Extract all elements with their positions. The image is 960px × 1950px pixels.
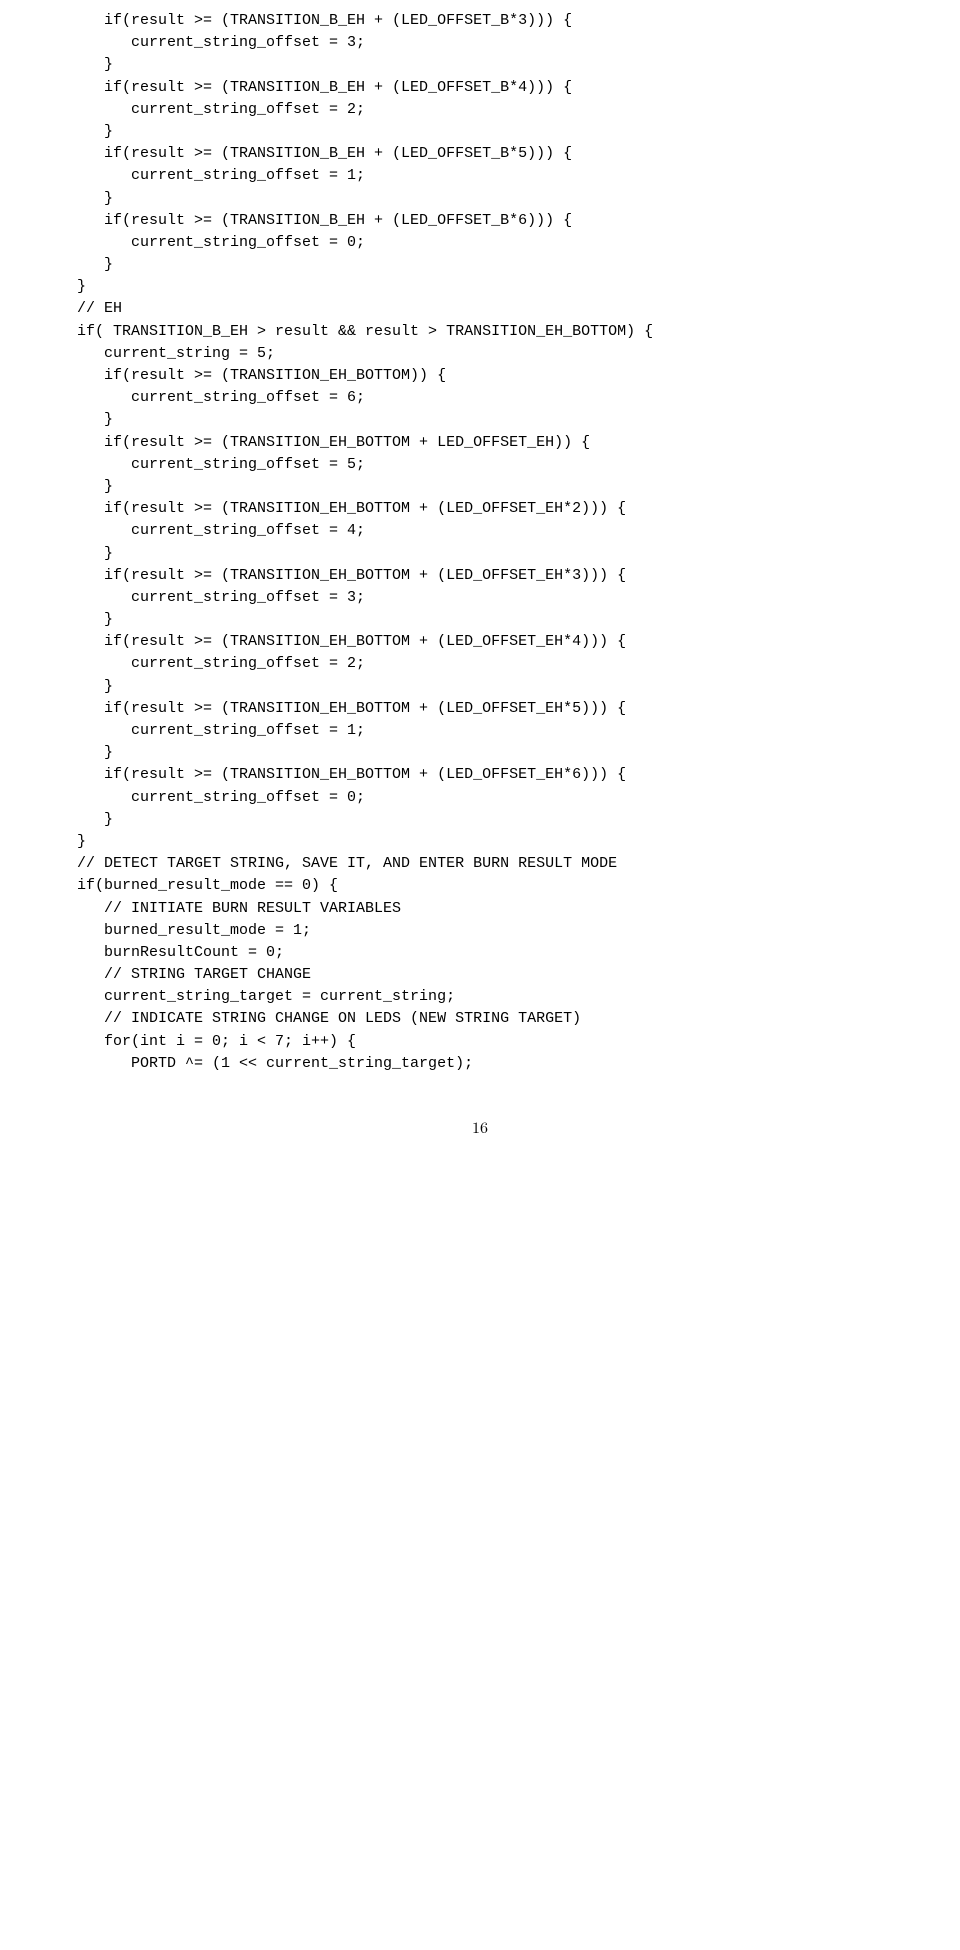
code-line: current_string_target = current_string; [0, 986, 960, 1008]
code-line: // DETECT TARGET STRING, SAVE IT, AND EN… [0, 853, 960, 875]
code-line: if(result >= (TRANSITION_EH_BOTTOM + (LE… [0, 631, 960, 653]
code-line: current_string_offset = 6; [0, 387, 960, 409]
code-line: } [0, 809, 960, 831]
code-line: if(result >= (TRANSITION_EH_BOTTOM + (LE… [0, 698, 960, 720]
code-line: current_string_offset = 0; [0, 232, 960, 254]
code-line: } [0, 831, 960, 853]
code-line: burned_result_mode = 1; [0, 920, 960, 942]
code-line: burnResultCount = 0; [0, 942, 960, 964]
code-line: if(result >= (TRANSITION_B_EH + (LED_OFF… [0, 143, 960, 165]
code-line: current_string = 5; [0, 343, 960, 365]
code-line: current_string_offset = 1; [0, 165, 960, 187]
code-line: if(result >= (TRANSITION_EH_BOTTOM)) { [0, 365, 960, 387]
code-listing: if(result >= (TRANSITION_B_EH + (LED_OFF… [0, 10, 960, 1075]
code-line: } [0, 476, 960, 498]
code-line: if(result >= (TRANSITION_B_EH + (LED_OFF… [0, 77, 960, 99]
code-line: } [0, 543, 960, 565]
code-line: } [0, 409, 960, 431]
code-line: } [0, 54, 960, 76]
page-number: 16 [0, 1115, 960, 1139]
code-line: } [0, 254, 960, 276]
code-line: if( TRANSITION_B_EH > result && result >… [0, 321, 960, 343]
code-line: // STRING TARGET CHANGE [0, 964, 960, 986]
code-line: if(result >= (TRANSITION_B_EH + (LED_OFF… [0, 210, 960, 232]
code-line: if(burned_result_mode == 0) { [0, 875, 960, 897]
code-line: if(result >= (TRANSITION_B_EH + (LED_OFF… [0, 10, 960, 32]
code-line: current_string_offset = 1; [0, 720, 960, 742]
code-line: } [0, 609, 960, 631]
code-line: // INITIATE BURN RESULT VARIABLES [0, 898, 960, 920]
code-line: if(result >= (TRANSITION_EH_BOTTOM + LED… [0, 432, 960, 454]
code-line: current_string_offset = 0; [0, 787, 960, 809]
code-line: if(result >= (TRANSITION_EH_BOTTOM + (LE… [0, 764, 960, 786]
code-line: if(result >= (TRANSITION_EH_BOTTOM + (LE… [0, 565, 960, 587]
code-line: current_string_offset = 3; [0, 32, 960, 54]
code-line: current_string_offset = 2; [0, 653, 960, 675]
code-line: current_string_offset = 5; [0, 454, 960, 476]
code-line: PORTD ^= (1 << current_string_target); [0, 1053, 960, 1075]
code-line: } [0, 121, 960, 143]
code-line: for(int i = 0; i < 7; i++) { [0, 1031, 960, 1053]
code-line: } [0, 742, 960, 764]
code-line: } [0, 276, 960, 298]
code-line: current_string_offset = 4; [0, 520, 960, 542]
code-line: current_string_offset = 2; [0, 99, 960, 121]
code-line: // INDICATE STRING CHANGE ON LEDS (NEW S… [0, 1008, 960, 1030]
code-line: current_string_offset = 3; [0, 587, 960, 609]
code-line: // EH [0, 298, 960, 320]
code-line: } [0, 188, 960, 210]
code-line: } [0, 676, 960, 698]
document-page: if(result >= (TRANSITION_B_EH + (LED_OFF… [0, 0, 960, 1169]
code-line: if(result >= (TRANSITION_EH_BOTTOM + (LE… [0, 498, 960, 520]
